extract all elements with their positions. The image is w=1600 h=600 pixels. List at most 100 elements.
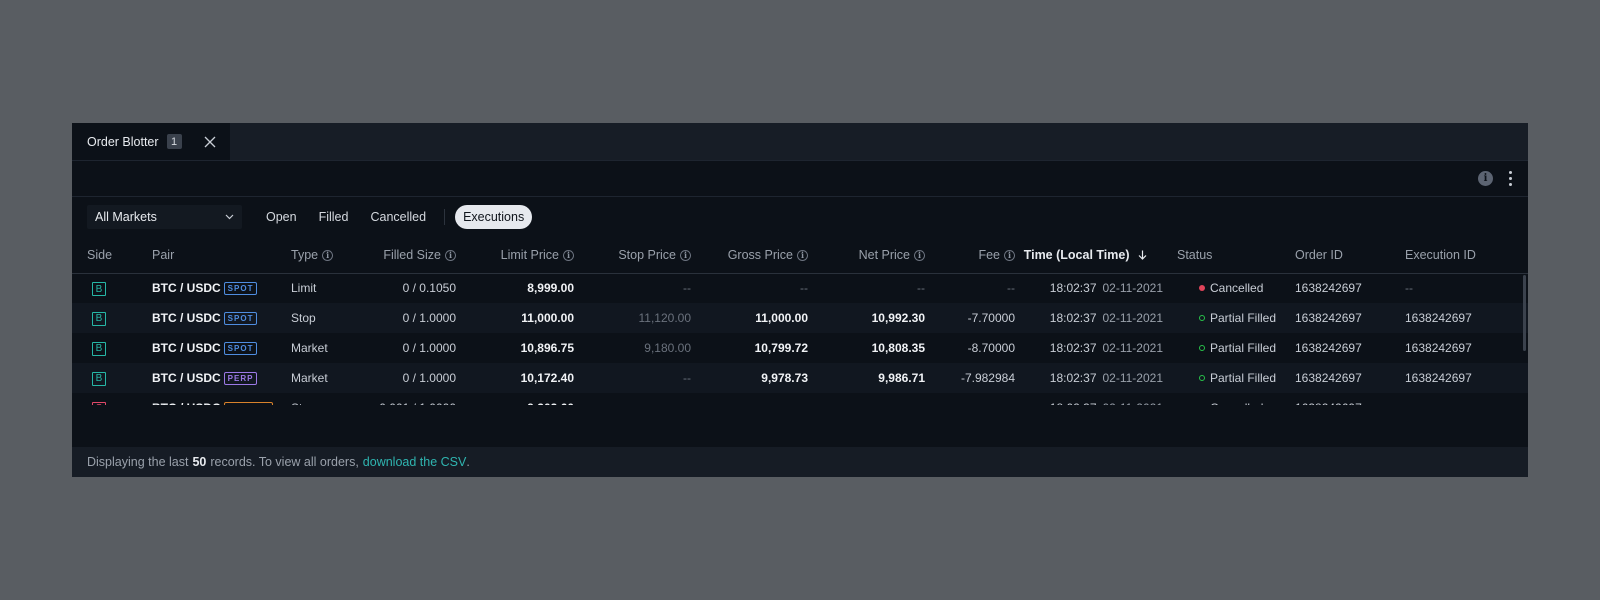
panel-toolbar: i <box>72 161 1528 197</box>
gross-price-cell: 9,978.73 <box>691 363 808 393</box>
orders-table: Side Pair Type i Filled Size i Limit Price… <box>72 237 1528 405</box>
fee-cell: -8.70000 <box>967 341 1015 355</box>
filled-size-cell: 0 / 1.0000 <box>402 341 456 355</box>
date-value: 02-11-2021 <box>1103 401 1164 405</box>
scrollbar[interactable] <box>1523 275 1526 351</box>
info-icon[interactable]: i <box>1004 249 1015 261</box>
execution-id-cell: 1638242697 <box>1405 341 1472 355</box>
order-id-cell: 1638242697 <box>1295 363 1405 393</box>
net-price-cell: 9,986.71 <box>808 363 925 393</box>
filter-cancelled-button[interactable]: Cancelled <box>370 210 427 224</box>
pair-cell: BTC / USDC SPOT <box>152 303 291 333</box>
net-price-cell: 10,808.35 <box>871 341 925 355</box>
col-stop-price[interactable]: Stop Price i <box>574 237 691 274</box>
stop-price-cell: -- <box>574 393 691 405</box>
limit-price-cell: 9,203.60 <box>456 393 574 405</box>
col-filled-size[interactable]: Filled Size i <box>366 237 456 274</box>
filter-executions-button[interactable]: Executions <box>455 205 533 229</box>
col-fee[interactable]: Fee i <box>925 237 1015 274</box>
status-text: Partial Filled <box>1210 371 1277 385</box>
gross-price-cell: -- <box>800 281 808 296</box>
net-price-cell: 10,992.30 <box>808 303 925 333</box>
gross-price-cell: 10,799.72 <box>754 341 808 355</box>
col-status[interactable]: Status <box>1177 237 1295 274</box>
table-row[interactable]: B BTC / USDC SPOT Limit 0 / 0.1050 8,999.00 --… <box>72 273 1528 303</box>
type-cell: Stop <box>291 393 366 405</box>
filled-size-cell: 0 / 0.1050 <box>402 281 456 296</box>
info-icon[interactable]: i <box>563 249 574 261</box>
side-cell: S <box>72 393 152 405</box>
filled-size-cell: 0 / 1.0000 <box>366 363 456 393</box>
info-icon[interactable]: i <box>680 249 691 261</box>
more-options-icon[interactable] <box>1505 171 1516 186</box>
table-row[interactable]: B BTC / USDC SPOT Market 0 / 1.0000 10,896.75… <box>72 333 1528 363</box>
limit-price-cell: 11,000.00 <box>456 303 574 333</box>
col-gross-price[interactable]: Gross Price i <box>691 237 808 274</box>
type-cell: Market <box>291 341 328 355</box>
col-side[interactable]: Side <box>72 237 152 274</box>
market-type-tag: SPOT <box>223 342 258 355</box>
orders-table-container: Side Pair Type i Filled Size i Limit Price… <box>72 237 1528 405</box>
pair-cell: BTC / USDC SPOT <box>152 273 291 303</box>
gross-price-cell: 11,000.00 <box>691 303 808 333</box>
status-text: Cancelled <box>1210 281 1264 296</box>
col-pair[interactable]: Pair <box>152 237 291 274</box>
pair-name: BTC / USDC <box>152 401 221 405</box>
status-dot-icon <box>1199 285 1205 292</box>
stop-price-cell: 9,180.00 <box>644 341 691 355</box>
side-badge: B <box>92 282 106 296</box>
order-id-cell: 1638242697 <box>1295 281 1362 296</box>
time-cell: 18:02:37 02-11-2021 <box>1015 393 1177 405</box>
order-id-cell: 1638242697 <box>1295 303 1405 333</box>
info-icon[interactable]: i <box>914 249 925 261</box>
col-time[interactable]: Time (Local Time) <box>1015 237 1177 274</box>
tab-bar: Order Blotter 1 <box>72 123 1528 161</box>
side-cell: B <box>72 333 152 363</box>
order-id-cell: 1638242697 <box>1295 393 1405 405</box>
side-cell: B <box>72 303 152 333</box>
info-icon[interactable]: i <box>797 249 808 261</box>
col-type[interactable]: Type i <box>291 237 366 274</box>
tab-order-blotter[interactable]: Order Blotter 1 <box>72 123 230 160</box>
net-price-cell: -- <box>808 393 925 405</box>
pair-cell: BTC / USDC SPOT <box>152 333 291 363</box>
fee-cell: -7.982984 <box>925 363 1015 393</box>
record-count: 50 <box>192 455 207 469</box>
col-order-id[interactable]: Order ID <box>1295 237 1405 274</box>
market-type-tag: 31DEC22 <box>223 402 274 405</box>
time-value: 18:02:37 <box>1049 341 1097 355</box>
col-execution-id[interactable]: Execution ID <box>1405 237 1528 274</box>
info-icon[interactable]: i <box>322 249 334 261</box>
fee-cell: -- <box>1007 281 1015 296</box>
filter-open-button[interactable]: Open <box>266 210 297 224</box>
col-net-price[interactable]: Net Price i <box>808 237 925 274</box>
download-csv-link[interactable]: download the CSV <box>362 455 467 469</box>
side-badge: B <box>92 311 106 326</box>
status-text: Cancelled <box>1210 401 1263 405</box>
col-limit-price[interactable]: Limit Price i <box>456 237 574 274</box>
market-select[interactable]: All Markets <box>87 205 242 229</box>
table-row[interactable]: B BTC / USDC SPOT Stop 0 / 1.0000 11,000.00 11… <box>72 303 1528 333</box>
info-icon[interactable]: i <box>1478 171 1493 186</box>
gross-price-cell: -- <box>691 393 808 405</box>
date-value: 02-11-2021 <box>1102 341 1164 355</box>
side-badge: S <box>92 401 106 405</box>
execution-id-cell: 1638242697 <box>1405 303 1528 333</box>
side-badge: B <box>92 341 106 356</box>
close-icon[interactable] <box>204 136 216 148</box>
date-value: 02-11-2021 <box>1102 281 1164 296</box>
table-row[interactable]: SBTC / USDC31DEC22Stop0.001 / 1.00009,20… <box>72 393 1528 405</box>
limit-price-cell: 10,172.40 <box>456 363 574 393</box>
time-value: 18:02:37 <box>1049 311 1097 325</box>
date-value: 02-11-2021 <box>1102 311 1164 325</box>
pair-name: BTC / USDC <box>152 371 221 385</box>
stop-price-cell: -- <box>683 281 691 296</box>
filter-filled-button[interactable]: Filled <box>318 210 349 224</box>
filter-divider <box>444 209 446 225</box>
status-dot-icon <box>1199 345 1205 351</box>
info-icon[interactable]: i <box>445 249 456 261</box>
time-value: 18:02:37 <box>1049 371 1097 385</box>
pair-name: BTC / USDC <box>152 311 221 325</box>
table-row[interactable]: B BTC / USDC PERP Market 0 / 1.0000 10,172.40… <box>72 363 1528 393</box>
filled-size-cell: 0 / 1.0000 <box>366 303 456 333</box>
